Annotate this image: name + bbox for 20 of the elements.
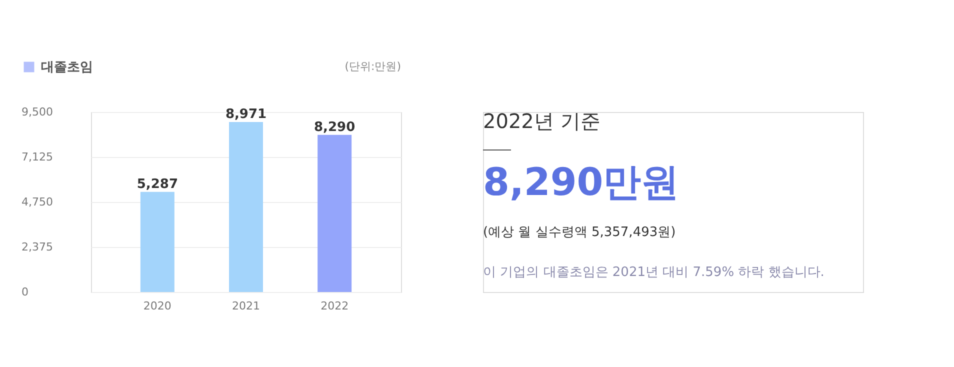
data-label: 5,287 <box>136 176 178 192</box>
text: 이 기업의 대졸초임은 2021년 대비 7.59% 하락 했습니다. <box>483 265 824 280</box>
legend-label: 대졸초임 <box>41 60 93 75</box>
x-tick-label: 2020 <box>143 300 172 312</box>
text: (예상 월 실수령액 5,357,493원) <box>483 225 676 240</box>
y-tick-label: 0 <box>22 286 28 298</box>
text: (단위:만원) <box>344 60 401 73</box>
text: 2022년 기준 <box>483 109 600 133</box>
bar <box>229 122 263 292</box>
text: 8,290만원 <box>483 160 680 204</box>
data-label: 8,971 <box>225 107 267 122</box>
x-tick-label: 2021 <box>232 300 260 312</box>
x-tick-label: 2022 <box>320 300 349 312</box>
bar <box>140 192 174 292</box>
data-label: 8,290 <box>314 120 356 135</box>
y-tick-label: 7,125 <box>22 150 53 164</box>
bar <box>318 134 352 292</box>
y-tick-label: 4,750 <box>22 196 53 208</box>
y-tick-label: 9,500 <box>22 106 53 118</box>
y-tick-label: 2,375 <box>22 240 53 254</box>
